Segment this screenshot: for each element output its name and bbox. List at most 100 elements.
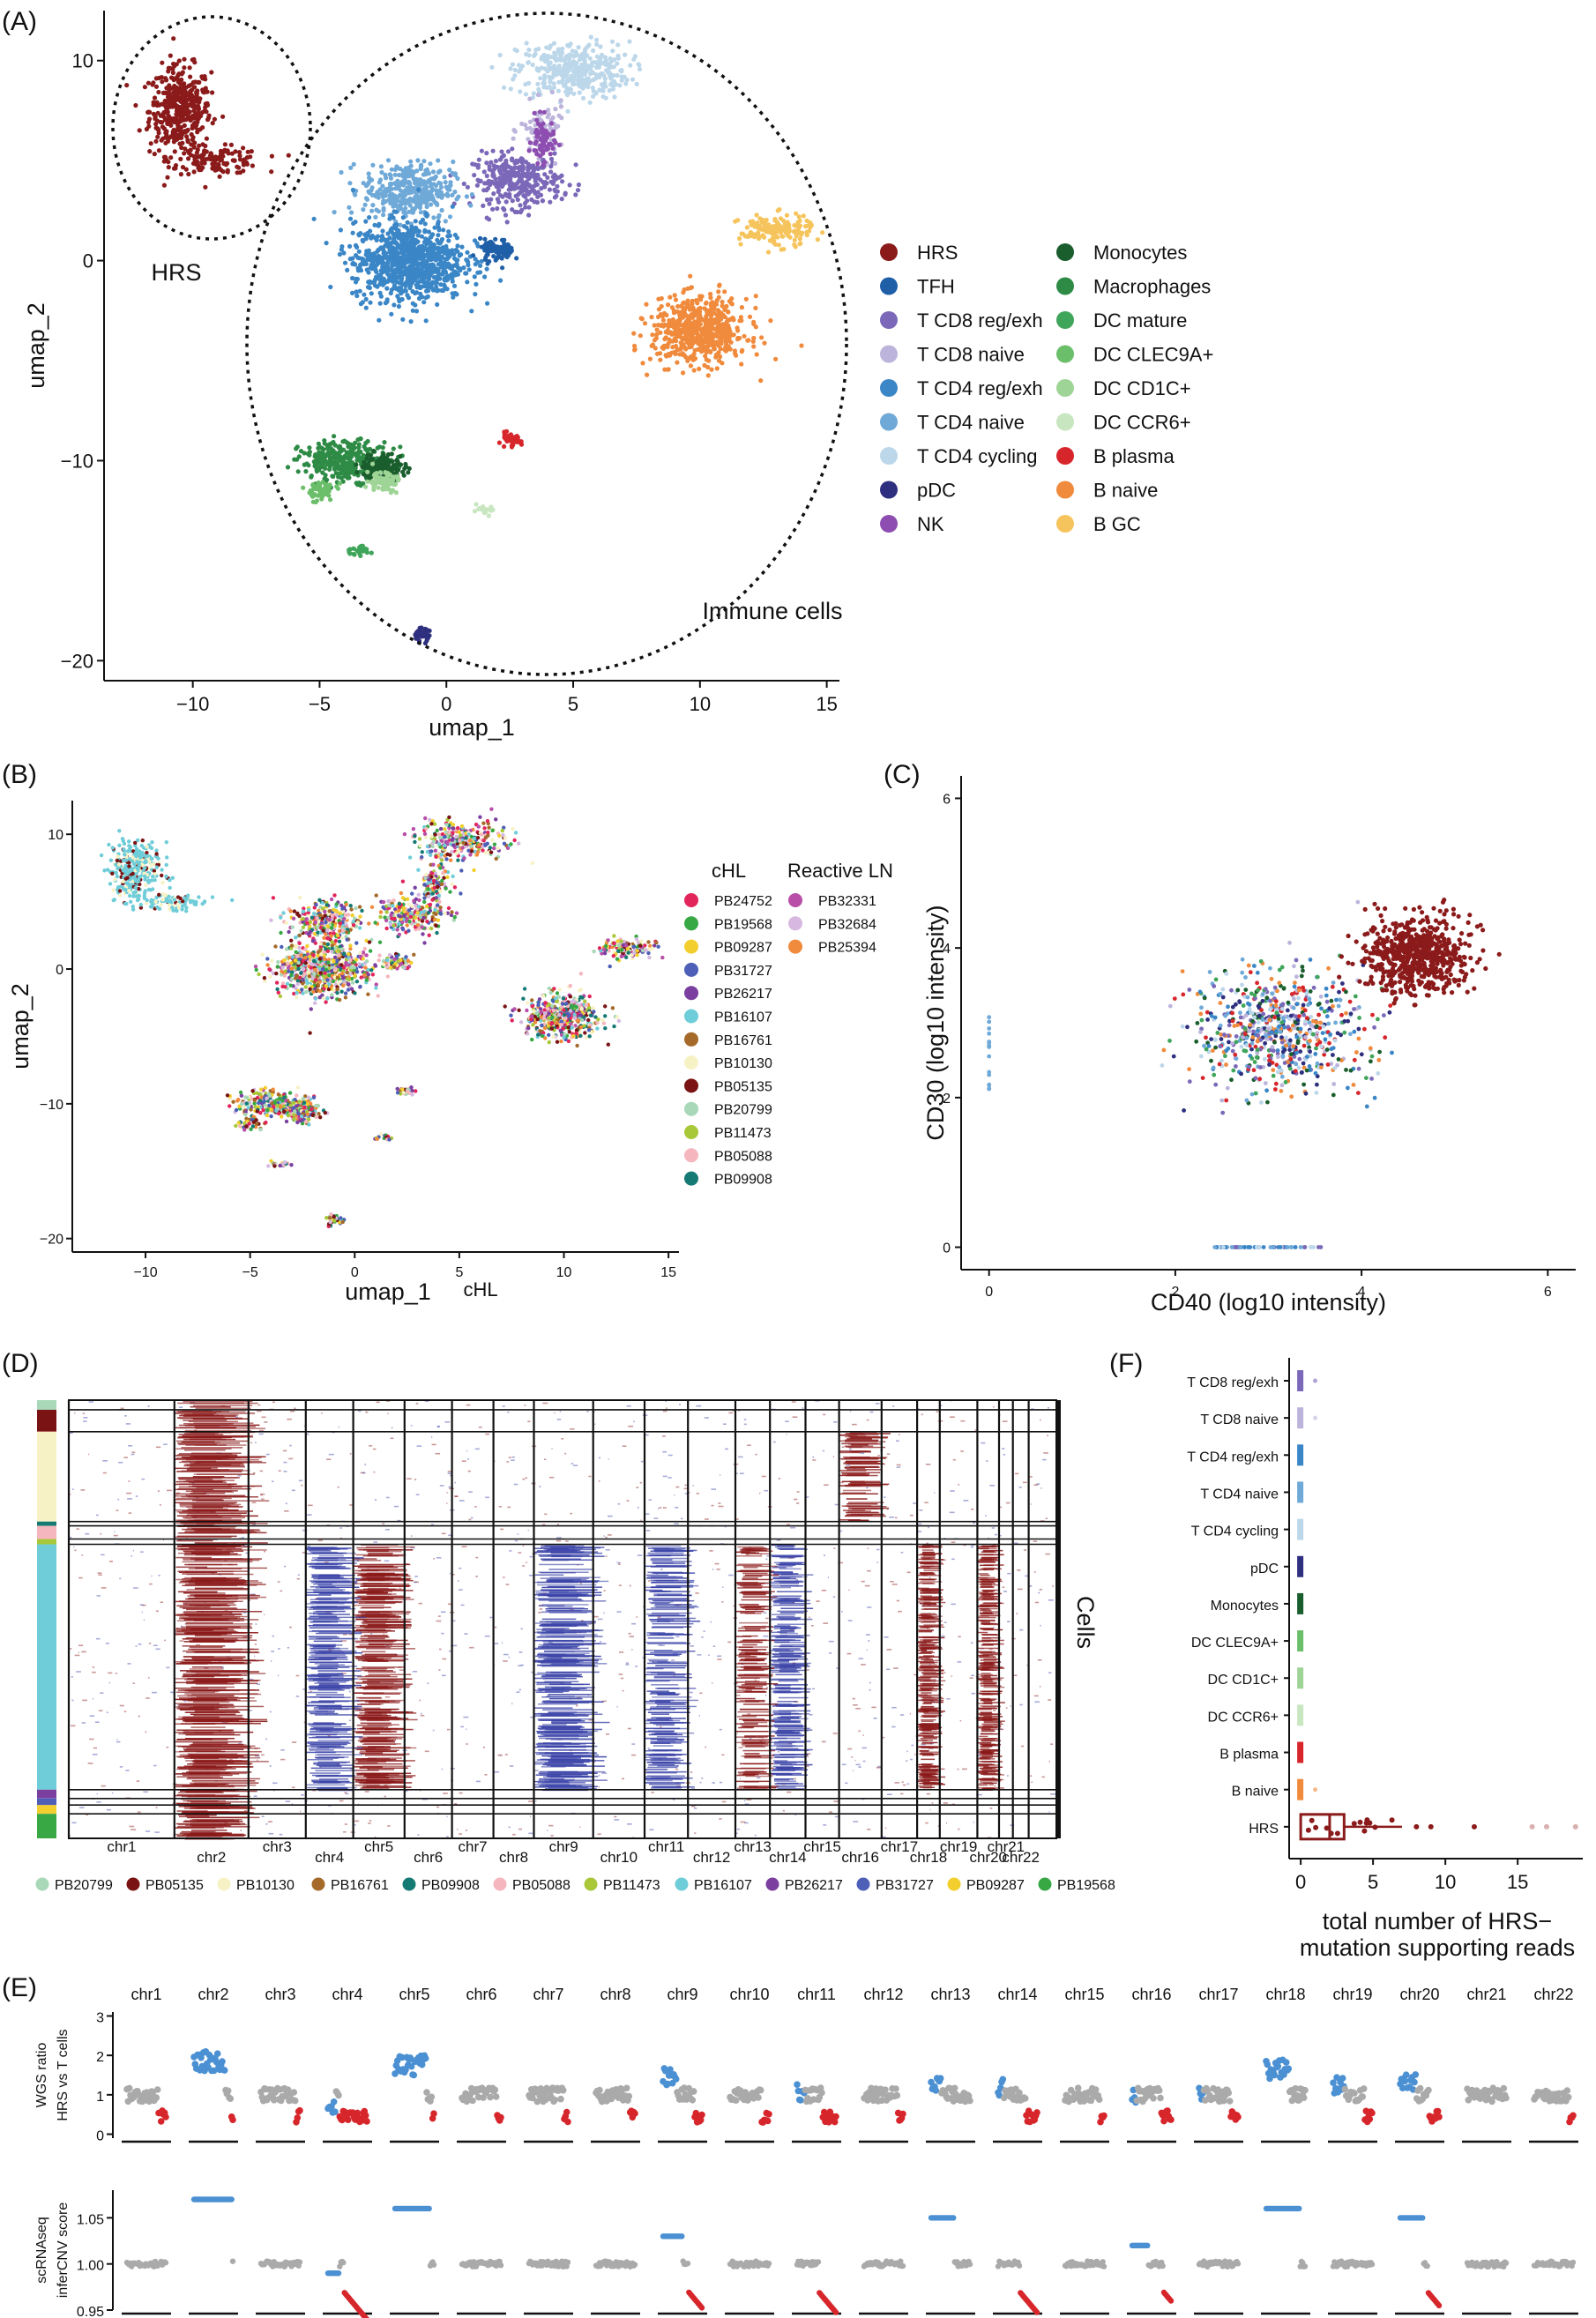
umap-point [797, 236, 802, 242]
umap-point [673, 297, 679, 302]
umap-point [388, 183, 393, 188]
umap-point [431, 839, 436, 844]
umap-point [307, 445, 312, 451]
umap-point [310, 494, 316, 499]
umap-point [346, 472, 351, 477]
umap-point [210, 895, 215, 899]
umap-point [511, 169, 516, 175]
umap-point [523, 92, 529, 97]
umap-point [190, 101, 196, 107]
umap-point [746, 338, 751, 343]
umap-point [485, 819, 490, 824]
umap-point [344, 450, 349, 455]
umap-point [320, 453, 325, 458]
umap-point [413, 229, 418, 235]
umap-point [759, 218, 765, 223]
umap-point [708, 336, 713, 341]
umap-point [577, 57, 583, 63]
umap-point [446, 229, 451, 235]
umap-point [384, 462, 390, 467]
umap-point [149, 862, 153, 868]
umap-point [527, 140, 533, 145]
umap-point [361, 181, 366, 186]
umap-point [116, 854, 120, 859]
umap-point [482, 181, 488, 186]
umap-point [424, 204, 429, 210]
umap-point [654, 351, 660, 356]
umap-point [334, 484, 339, 489]
umap-point [350, 187, 355, 193]
umap-point [709, 310, 714, 316]
umap-point [459, 824, 465, 829]
umap-point [642, 321, 648, 326]
umap-point [163, 140, 168, 145]
umap-point [225, 148, 230, 153]
umap-point [347, 181, 353, 186]
umap-point [105, 868, 110, 872]
umap-point [142, 874, 147, 879]
umap-point [433, 832, 437, 837]
umap-point [487, 825, 491, 830]
umap-point [354, 548, 360, 554]
umap-point [369, 185, 375, 190]
umap-point [451, 283, 458, 288]
umap-point [404, 198, 409, 204]
umap-point [691, 368, 697, 373]
umap-point [584, 53, 590, 58]
legend-swatch [1056, 345, 1074, 363]
umap-point [584, 69, 589, 74]
umap-point [470, 161, 475, 167]
umap-point [482, 826, 487, 831]
umap-point [762, 340, 767, 346]
umap-point [146, 116, 153, 122]
umap-point [424, 826, 429, 831]
umap-point [201, 152, 206, 157]
umap-point [170, 70, 175, 76]
umap-point [135, 898, 140, 903]
umap-point [178, 896, 183, 901]
umap-point [237, 157, 243, 162]
umap-point [366, 280, 371, 285]
umap-point [608, 81, 614, 86]
umap-point [624, 78, 630, 83]
umap-point [502, 164, 507, 169]
umap-point [390, 194, 395, 199]
umap-point [189, 142, 194, 147]
umap-point [490, 242, 496, 248]
umap-point [480, 832, 484, 837]
umap-point [477, 505, 482, 511]
umap-point [436, 271, 441, 276]
umap-point [387, 235, 392, 241]
umap-point [459, 244, 465, 250]
umap-point [532, 53, 537, 58]
umap-point [526, 168, 531, 173]
umap-point [511, 77, 516, 82]
umap-point [548, 66, 553, 71]
umap-point [375, 234, 381, 239]
umap-point [370, 203, 376, 208]
umap-point [638, 316, 644, 321]
umap-point [426, 229, 431, 235]
umap-point [433, 174, 438, 179]
umap-point [356, 442, 362, 447]
immune-outline [245, 11, 848, 676]
umap-point [415, 249, 421, 254]
umap-point [149, 846, 154, 851]
umap-point [422, 831, 428, 836]
umap-point [357, 458, 362, 464]
umap-point [416, 245, 421, 250]
umap-point [425, 263, 430, 268]
umap-point [468, 853, 473, 857]
umap-point [780, 218, 787, 223]
umap-point [398, 444, 403, 450]
umap-point [807, 228, 812, 234]
umap-point [672, 293, 677, 298]
umap-point [156, 148, 161, 153]
umap-point [414, 255, 419, 260]
umap-point [365, 479, 370, 484]
umap-point [588, 34, 593, 40]
legend-label: Macrophages [1093, 276, 1211, 298]
umap-point [178, 105, 183, 110]
umap-point [209, 70, 214, 75]
umap-point [180, 140, 185, 145]
